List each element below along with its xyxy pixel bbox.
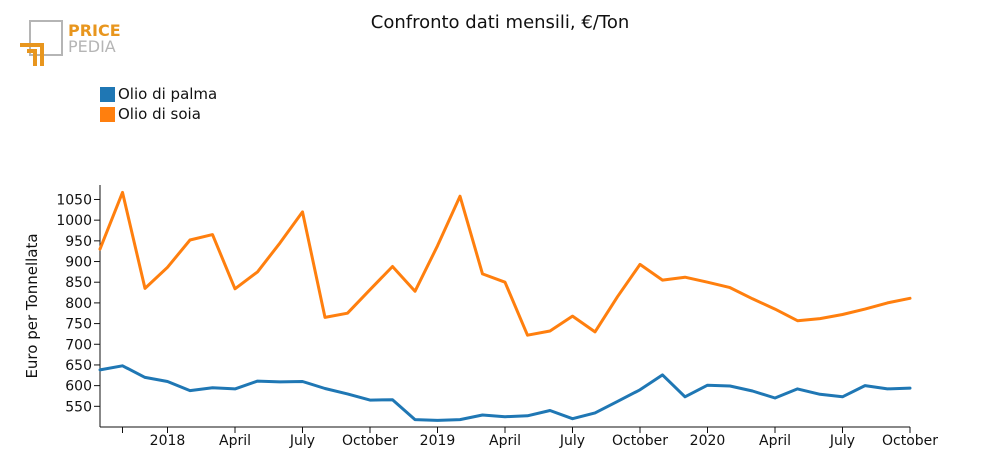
- legend-swatch-palma: [100, 86, 115, 102]
- x-tick-label: April: [759, 433, 791, 449]
- y-tick-label: 650: [65, 358, 92, 374]
- pricepedia-logo: PRICE PEDIA: [20, 18, 130, 70]
- y-tick-label: 700: [65, 337, 92, 353]
- y-tick-label: 800: [65, 296, 92, 312]
- chart-title: Confronto dati mensili, €/Ton: [370, 12, 630, 33]
- y-tick-label: 600: [65, 379, 92, 395]
- y-tick-label: 950: [65, 234, 92, 250]
- y-tick-label: 550: [65, 399, 92, 415]
- y-tick-label: 900: [65, 255, 92, 271]
- legend-swatch-soia: [100, 106, 115, 122]
- x-tick-label: April: [219, 433, 251, 449]
- logo-text-price: PRICE: [68, 21, 121, 40]
- chart-legend: Olio di palma Olio di soia: [100, 84, 217, 124]
- y-tick-label: 850: [65, 275, 92, 291]
- y-tick-label: 1050: [56, 192, 92, 208]
- x-tick-label: 2019: [420, 433, 456, 449]
- logo-text-pedia: PEDIA: [68, 37, 116, 56]
- y-axis-title: Euro per Tonnellata: [23, 233, 41, 378]
- y-tick-label: 750: [65, 317, 92, 333]
- legend-item-soia: Olio di soia: [100, 104, 217, 124]
- x-tick-label: October: [612, 433, 668, 449]
- x-tick-label: July: [559, 433, 585, 449]
- x-tick-label: October: [882, 433, 938, 449]
- x-tick-label: July: [829, 433, 855, 449]
- x-tick-label: October: [342, 433, 398, 449]
- x-tick-label: April: [489, 433, 521, 449]
- y-tick-label: 1000: [56, 213, 92, 229]
- legend-item-palma: Olio di palma: [100, 84, 217, 104]
- x-tick-label: July: [289, 433, 315, 449]
- legend-label-soia: Olio di soia: [118, 105, 201, 123]
- legend-label-palma: Olio di palma: [118, 85, 218, 103]
- series-line-olio-di-soia: [98, 190, 912, 337]
- logo-mark-icon: [20, 20, 63, 66]
- x-tick-label: 2018: [150, 433, 186, 449]
- series-line-olio-di-palma: [98, 364, 912, 422]
- x-tick-label: 2020: [690, 433, 726, 449]
